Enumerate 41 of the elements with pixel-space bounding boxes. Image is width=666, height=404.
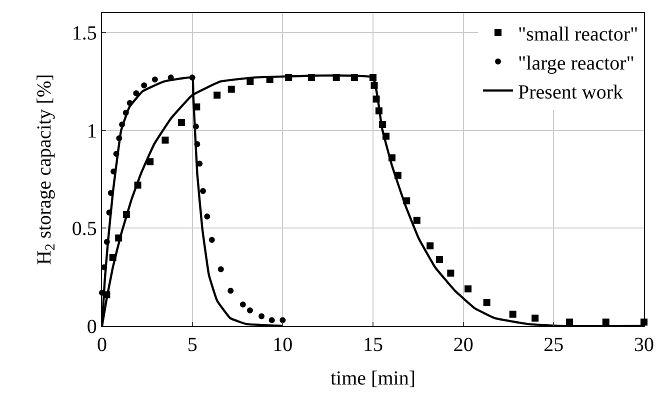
point xyxy=(204,213,210,220)
point xyxy=(218,266,224,272)
y-tick-label: 0.5 xyxy=(72,218,97,240)
point xyxy=(152,76,158,83)
point xyxy=(566,318,574,326)
point xyxy=(178,119,185,126)
x-tick-label: 25 xyxy=(544,334,564,356)
point xyxy=(228,288,234,294)
point xyxy=(258,313,265,320)
y-tick-label: 1.5 xyxy=(72,22,97,45)
x-axis-title: time [min] xyxy=(330,368,416,390)
point xyxy=(141,82,148,88)
point xyxy=(532,314,539,322)
x-tick-label: 30 xyxy=(634,334,654,356)
point xyxy=(228,86,235,93)
point xyxy=(162,136,169,144)
point xyxy=(447,270,454,277)
legend-label: "small reactor" xyxy=(518,23,638,46)
x-tick-label: 20 xyxy=(453,334,474,356)
point xyxy=(214,92,221,99)
x-tick-label: 15 xyxy=(363,334,383,356)
point xyxy=(133,90,140,96)
point xyxy=(413,216,420,224)
point xyxy=(280,317,286,324)
point xyxy=(509,310,516,318)
x-tick-label: 10 xyxy=(272,334,293,356)
point xyxy=(268,317,275,324)
legend-label: Present work xyxy=(518,81,623,104)
point xyxy=(436,256,443,263)
x-tick-label: 5 xyxy=(187,334,198,356)
point xyxy=(240,301,246,308)
point xyxy=(602,318,610,326)
point xyxy=(464,285,472,292)
point xyxy=(246,307,253,314)
legend-label: "large reactor" xyxy=(518,52,634,74)
point xyxy=(426,242,434,250)
y-tick-label: 0 xyxy=(86,316,97,338)
point xyxy=(483,299,490,306)
point xyxy=(208,236,215,243)
point xyxy=(200,188,206,194)
y-tick-label: 1 xyxy=(86,120,97,142)
